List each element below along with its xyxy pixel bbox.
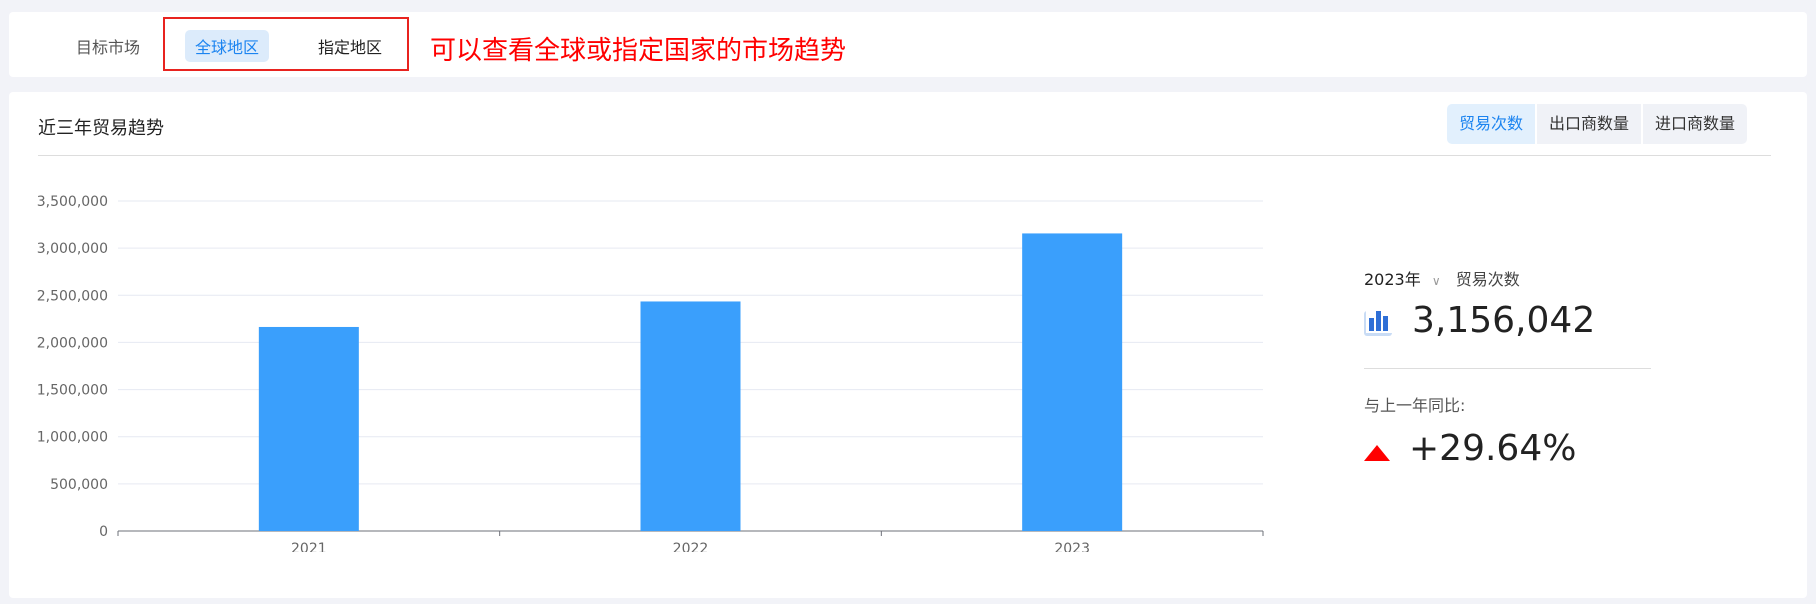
y-tick-label: 1,000,000 <box>37 430 108 446</box>
y-tick-label: 2,000,000 <box>37 335 108 351</box>
bar-2022 <box>640 301 741 531</box>
y-tick-label: 3,500,000 <box>37 194 108 210</box>
market-filter-bar: 目标市场 全球地区 指定地区 <box>9 12 1807 77</box>
compare-label: 与上一年同比: <box>1364 396 1466 415</box>
summary-divider <box>1364 368 1651 369</box>
option-global[interactable]: 全球地区 <box>185 30 270 62</box>
year-select[interactable]: 2023年 ∨ 贸易次数 <box>1364 266 1520 290</box>
trend-panel: 近三年贸易趋势 贸易次数 出口商数量 进口商数量 0 500,000 1,000,0… <box>9 92 1807 598</box>
panel-title: 近三年贸易趋势 <box>38 118 164 139</box>
metric-label: 贸易次数 <box>1455 270 1520 289</box>
bar-2023 <box>1022 233 1123 531</box>
trend-up-icon <box>1364 445 1390 461</box>
chevron-down-icon: ∨ <box>1431 274 1441 288</box>
target-market-label: 目标市场 <box>76 38 141 57</box>
bar-chart: 0 500,000 1,000,000 1,500,000 2,000,000 2,500… <box>37 194 1264 552</box>
tab-exporter-count[interactable]: 出口商数量 <box>1537 104 1642 144</box>
change-value: +29.64% <box>1409 428 1577 469</box>
tab-trade-count[interactable]: 贸易次数 <box>1447 104 1536 144</box>
y-tick-label: 500,000 <box>50 477 108 493</box>
highlight-box <box>163 17 409 71</box>
x-tick-label: 2023 <box>1054 541 1090 552</box>
divider <box>38 155 1771 156</box>
bar-chart-icon <box>1364 308 1392 336</box>
y-tick-label: 0 <box>99 524 108 540</box>
y-tick-label: 1,500,000 <box>37 383 108 399</box>
year-value: 2023年 <box>1364 270 1421 289</box>
option-specific-region[interactable]: 指定地区 <box>318 38 383 57</box>
tab-importer-count[interactable]: 进口商数量 <box>1643 104 1748 144</box>
x-tick-label: 2022 <box>673 541 709 552</box>
bar-2021 <box>258 326 359 531</box>
y-tick-label: 3,000,000 <box>37 241 108 257</box>
summary-value: 3,156,042 <box>1412 300 1596 341</box>
x-tick-label: 2021 <box>291 541 327 552</box>
metric-tabs: 贸易次数 出口商数量 进口商数量 <box>1447 104 1748 144</box>
y-tick-label: 2,500,000 <box>37 288 108 304</box>
annotation-text: 可以查看全球或指定国家的市场趋势 <box>430 36 847 66</box>
